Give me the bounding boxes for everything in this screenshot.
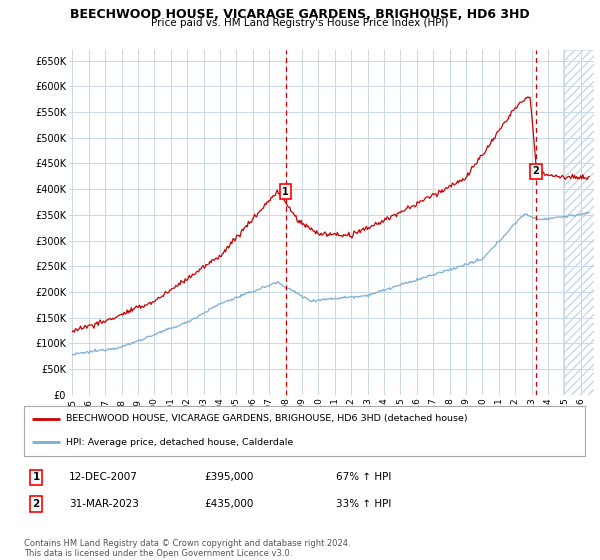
Text: BEECHWOOD HOUSE, VICARAGE GARDENS, BRIGHOUSE, HD6 3HD: BEECHWOOD HOUSE, VICARAGE GARDENS, BRIGH… [70, 8, 530, 21]
Text: Price paid vs. HM Land Registry's House Price Index (HPI): Price paid vs. HM Land Registry's House … [151, 18, 449, 29]
Text: 33% ↑ HPI: 33% ↑ HPI [336, 499, 391, 509]
Text: 2: 2 [532, 166, 539, 176]
Text: 31-MAR-2023: 31-MAR-2023 [69, 499, 139, 509]
Text: £435,000: £435,000 [204, 499, 253, 509]
Text: Contains HM Land Registry data © Crown copyright and database right 2024.
This d: Contains HM Land Registry data © Crown c… [24, 539, 350, 558]
Text: 1: 1 [32, 472, 40, 482]
Text: 2: 2 [32, 499, 40, 509]
Text: 12-DEC-2007: 12-DEC-2007 [69, 472, 138, 482]
Text: 67% ↑ HPI: 67% ↑ HPI [336, 472, 391, 482]
Text: HPI: Average price, detached house, Calderdale: HPI: Average price, detached house, Cald… [66, 438, 293, 447]
Text: BEECHWOOD HOUSE, VICARAGE GARDENS, BRIGHOUSE, HD6 3HD (detached house): BEECHWOOD HOUSE, VICARAGE GARDENS, BRIGH… [66, 414, 468, 423]
Text: £395,000: £395,000 [204, 472, 253, 482]
Text: 1: 1 [282, 186, 289, 197]
